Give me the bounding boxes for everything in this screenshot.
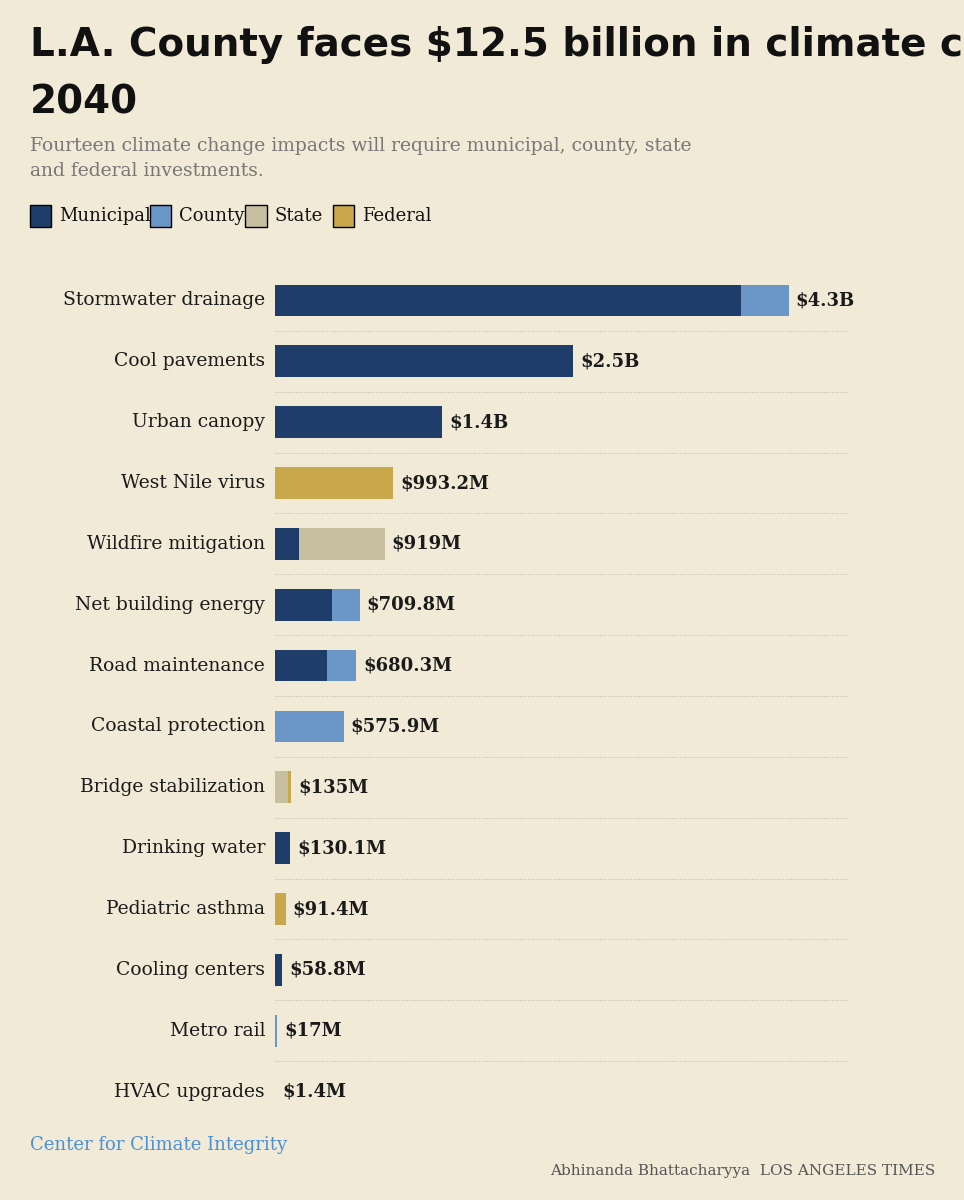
Text: $575.9M: $575.9M	[351, 718, 440, 736]
Bar	[275, 346, 574, 377]
Text: $2.5B: $2.5B	[580, 353, 640, 371]
Bar	[740, 284, 789, 317]
Text: Coastal protection: Coastal protection	[91, 718, 265, 736]
Bar	[328, 649, 356, 682]
Bar	[275, 954, 281, 985]
Bar	[299, 528, 385, 559]
Bar	[275, 772, 288, 803]
Bar	[275, 1015, 277, 1046]
Text: Fourteen climate change impacts will require municipal, county, state
and federa: Fourteen climate change impacts will req…	[30, 137, 691, 180]
Text: Wildfire mitigation: Wildfire mitigation	[87, 535, 265, 553]
Text: Bridge stabilization: Bridge stabilization	[80, 779, 265, 797]
Bar	[275, 284, 740, 317]
Text: Net building energy: Net building energy	[75, 595, 265, 613]
Text: $4.3B: $4.3B	[795, 292, 855, 310]
Text: Municipal: Municipal	[59, 206, 150, 226]
Bar	[275, 710, 343, 743]
Bar	[275, 528, 299, 559]
Text: $130.1M: $130.1M	[298, 839, 387, 857]
Text: State: State	[275, 206, 323, 226]
Text: Federal: Federal	[362, 206, 431, 226]
Text: HVAC upgrades: HVAC upgrades	[115, 1082, 265, 1100]
Text: Pediatric asthma: Pediatric asthma	[106, 900, 265, 918]
Text: $58.8M: $58.8M	[289, 961, 365, 979]
Text: Stormwater drainage: Stormwater drainage	[63, 292, 265, 310]
Text: $1.4M: $1.4M	[282, 1082, 346, 1100]
Text: $91.4M: $91.4M	[293, 900, 369, 918]
Bar	[332, 589, 360, 620]
Text: $17M: $17M	[284, 1021, 341, 1039]
Bar	[288, 772, 291, 803]
Text: Abhinanda Bhattacharyya  LOS ANGELES TIMES: Abhinanda Bhattacharyya LOS ANGELES TIME…	[549, 1164, 935, 1178]
Text: Road maintenance: Road maintenance	[90, 656, 265, 674]
Text: 2040: 2040	[30, 84, 138, 122]
Text: Cooling centers: Cooling centers	[116, 961, 265, 979]
Bar	[275, 833, 290, 864]
Text: L.A. County faces $12.5 billion in climate costs by: L.A. County faces $12.5 billion in clima…	[30, 26, 964, 65]
Text: Urban canopy: Urban canopy	[132, 413, 265, 431]
Text: $709.8M: $709.8M	[366, 595, 456, 613]
Text: Center for Climate Integrity: Center for Climate Integrity	[30, 1136, 287, 1154]
Bar	[275, 893, 285, 925]
Text: Metro rail: Metro rail	[170, 1021, 265, 1039]
Text: Drinking water: Drinking water	[121, 839, 265, 857]
Text: $1.4B: $1.4B	[449, 413, 508, 431]
Text: $135M: $135M	[298, 779, 368, 797]
Bar	[275, 407, 442, 438]
Bar	[275, 649, 328, 682]
Bar	[275, 467, 393, 499]
Bar	[275, 589, 332, 620]
Text: West Nile virus: West Nile virus	[120, 474, 265, 492]
Text: $919M: $919M	[391, 535, 462, 553]
Text: $993.2M: $993.2M	[401, 474, 490, 492]
Text: $680.3M: $680.3M	[363, 656, 452, 674]
Text: County: County	[179, 206, 244, 226]
Text: Cool pavements: Cool pavements	[114, 353, 265, 371]
